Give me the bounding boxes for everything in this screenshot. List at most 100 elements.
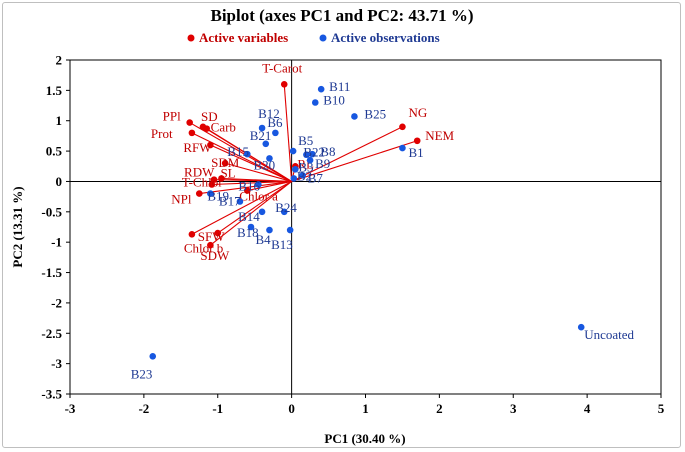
variable-label-npl: NPl bbox=[171, 192, 192, 207]
observation-label-b13: B13 bbox=[271, 237, 293, 252]
x-tick-label: -1 bbox=[212, 401, 223, 416]
y-tick-label: 0.5 bbox=[46, 144, 63, 159]
variable-point-ppl bbox=[186, 119, 193, 126]
observation-label-b5: B5 bbox=[298, 133, 313, 148]
observation-point-b5 bbox=[289, 147, 297, 155]
observation-point-b11 bbox=[317, 85, 325, 93]
variable-label-sdm: SDM bbox=[211, 155, 240, 170]
variable-point-sfw bbox=[214, 229, 222, 237]
variable-label-rfw: RFW bbox=[183, 140, 212, 155]
variable-point-carb bbox=[203, 125, 210, 132]
variable-point-rfw bbox=[207, 141, 214, 149]
y-axis-label: PC2 (13.31 %) bbox=[10, 186, 25, 267]
variable-label-t-carot: T-Carot bbox=[262, 60, 302, 75]
y-axis-ticks: 2 1.5 1 0.5 0 -0.5 -1 -1.5 -2 -2.5 -3 -3.5 bbox=[41, 53, 70, 402]
observation-label-b2: B2 bbox=[297, 168, 312, 183]
vector-rfw bbox=[210, 144, 292, 182]
legend-variables-marker bbox=[187, 34, 195, 42]
variable-label-sd: SD bbox=[201, 109, 218, 124]
observation-point-b15 bbox=[244, 150, 251, 158]
vector-sfw bbox=[217, 181, 292, 234]
y-tick-label: -3.5 bbox=[41, 387, 62, 402]
observation-point-b17 bbox=[236, 198, 244, 205]
vector-sl bbox=[221, 177, 292, 183]
variable-point-chlor-a bbox=[244, 187, 251, 194]
variable-label-carb: Carb bbox=[211, 120, 236, 135]
x-axis-label: PC1 (30.40 %) bbox=[324, 431, 405, 446]
observation-point-b4 bbox=[266, 226, 273, 234]
x-tick-label: 2 bbox=[436, 401, 443, 416]
observation-label-b20: B20 bbox=[253, 157, 275, 172]
observation-label-b11: B11 bbox=[329, 79, 350, 94]
observation-point-b20 bbox=[266, 155, 273, 162]
vector-sdw bbox=[210, 181, 292, 246]
x-tick-label: -2 bbox=[138, 401, 149, 416]
y-tick-label: -2.5 bbox=[41, 326, 62, 341]
observation-point-b24 bbox=[280, 208, 288, 216]
observation-label-uncoated: Uncoated bbox=[584, 327, 634, 342]
legend-observations-label: Active observations bbox=[331, 30, 440, 45]
x-tick-label: 3 bbox=[510, 401, 517, 416]
observation-point-b21 bbox=[262, 140, 270, 148]
observation-label-b7: B7 bbox=[308, 170, 324, 185]
variable-label-prot: Prot bbox=[151, 126, 173, 141]
variable-point-ng bbox=[399, 123, 406, 131]
legend: Active variables Active observations bbox=[187, 30, 440, 45]
observation-point-b10 bbox=[311, 99, 319, 106]
x-tick-label: 1 bbox=[362, 401, 369, 416]
y-tick-label: 1 bbox=[56, 113, 63, 128]
chart-title: Biplot (axes PC1 and PC2: 43.71 %) bbox=[210, 6, 473, 25]
observation-point-b22 bbox=[303, 151, 310, 159]
observation-point-b25 bbox=[351, 113, 358, 120]
x-tick-label: 5 bbox=[658, 401, 665, 416]
observation-point-b9 bbox=[306, 156, 314, 164]
variable-point-prot bbox=[188, 129, 196, 137]
observation-point-b7 bbox=[299, 172, 307, 179]
variable-point-nem bbox=[413, 137, 421, 145]
vector-prot bbox=[191, 132, 292, 182]
variable-label-ppl: PPl bbox=[163, 109, 181, 124]
vector-t-carot bbox=[283, 84, 293, 182]
variable-label-nem: NEM bbox=[425, 128, 454, 143]
observation-label-b1: B1 bbox=[408, 145, 423, 160]
vector-npl bbox=[199, 180, 292, 195]
observation-label-b4: B4 bbox=[255, 232, 271, 247]
vector-t-chlor bbox=[211, 180, 292, 186]
y-tick-label: -2 bbox=[51, 295, 62, 310]
vector-ng bbox=[291, 126, 403, 182]
vector-sdm bbox=[224, 162, 292, 182]
y-tick-label: -1.5 bbox=[41, 265, 62, 280]
observation-label-b14: B14 bbox=[238, 209, 260, 224]
observation-label-b25: B25 bbox=[364, 106, 386, 121]
variable-point-npl bbox=[195, 190, 203, 197]
observation-label-b19: B19 bbox=[207, 189, 229, 204]
observation-label-b6: B6 bbox=[267, 115, 283, 130]
y-tick-label: -3 bbox=[51, 356, 62, 371]
observation-label-b12: B12 bbox=[258, 106, 280, 121]
variable-point-sdw bbox=[207, 241, 214, 249]
observation-label-b8: B8 bbox=[320, 144, 335, 159]
x-tick-label: 0 bbox=[288, 401, 295, 416]
observation-label-b22: B22 bbox=[303, 145, 325, 160]
observation-point-b12 bbox=[258, 124, 266, 132]
observation-point-b19 bbox=[207, 190, 214, 197]
y-tick-label: 0 bbox=[56, 174, 63, 189]
observation-point-b14 bbox=[258, 208, 266, 216]
observation-point-b18 bbox=[247, 223, 255, 231]
observation-point-b16 bbox=[255, 181, 262, 188]
observation-label-b10: B10 bbox=[323, 93, 345, 108]
x-axis-ticks: -3 -2 -1 0 1 2 3 4 5 bbox=[65, 394, 665, 416]
observation-point-b1 bbox=[399, 144, 406, 152]
variable-point-sl bbox=[218, 175, 225, 182]
variable-label-t-chlor: T-Chlor bbox=[182, 174, 223, 189]
observation-point-b3 bbox=[292, 166, 299, 173]
observation-label-b16: B16 bbox=[238, 178, 260, 193]
variable-point-t-chlor bbox=[208, 181, 216, 188]
variable-point-sdm bbox=[221, 159, 229, 167]
y-tick-label: 1.5 bbox=[46, 83, 63, 98]
observation-label-b21: B21 bbox=[250, 128, 272, 143]
observation-point-b6 bbox=[272, 129, 279, 137]
